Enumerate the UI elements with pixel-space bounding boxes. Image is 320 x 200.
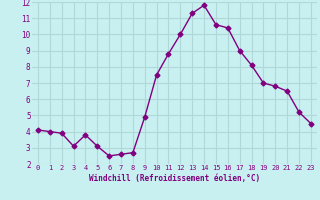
X-axis label: Windchill (Refroidissement éolien,°C): Windchill (Refroidissement éolien,°C): [89, 174, 260, 183]
